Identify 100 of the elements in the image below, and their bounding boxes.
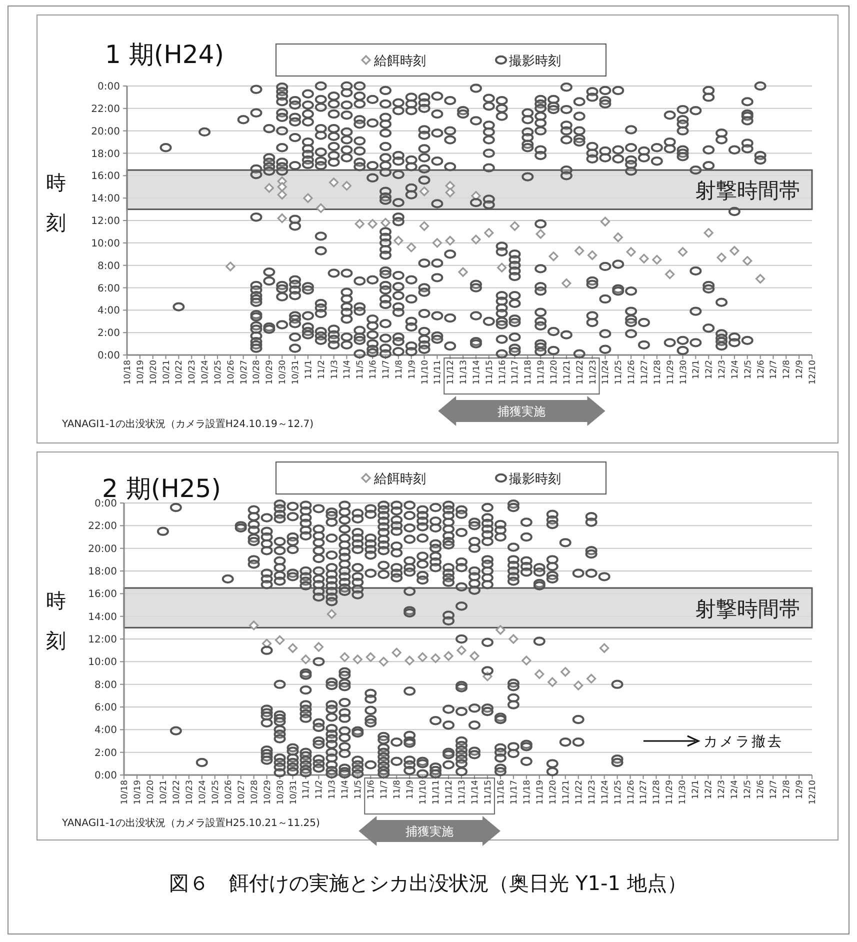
- x-tick-label: 12/9: [795, 780, 806, 800]
- x-tick-label: 10/22: [174, 360, 185, 384]
- y-tick-label: 16:00: [88, 589, 117, 600]
- x-tick-label: 11/17: [510, 360, 521, 384]
- x-tick-label: 11/15: [484, 360, 495, 384]
- x-tick-label: 12/8: [782, 360, 792, 380]
- x-tick-label: 12/5: [743, 780, 754, 800]
- x-tick-label: 11/9: [406, 780, 416, 800]
- x-tick-label: 11/22: [575, 360, 586, 384]
- y-tick-label: 14:00: [88, 612, 117, 623]
- x-tick-label: 10/25: [213, 360, 224, 384]
- y-tick-label: 0:00: [94, 770, 117, 782]
- y-tick-label: 18:00: [88, 566, 117, 578]
- text: 捕獲実施: [498, 404, 546, 418]
- x-tick-label: 11/18: [524, 360, 534, 384]
- x-tick-label: 11/16: [496, 780, 506, 804]
- x-tick-label: 11/27: [640, 360, 650, 384]
- x-tick-label: 11/8: [394, 360, 404, 380]
- y-tick-label: 0:00: [98, 82, 120, 92]
- y-tick-label: 0:00: [94, 498, 117, 510]
- x-tick-label: 10/31: [288, 780, 299, 804]
- y-tick-label: 4:00: [98, 306, 120, 317]
- band-label: 射撃時間帯: [695, 178, 800, 203]
- x-tick-label: 12/6: [756, 780, 766, 800]
- legend-label: 撮影時刻: [509, 472, 561, 487]
- x-tick-label: 10/30: [276, 780, 286, 804]
- x-tick-label: 11/19: [536, 360, 547, 384]
- x-tick-label: 11/27: [639, 780, 650, 804]
- x-tick-label: 12/10: [808, 360, 818, 384]
- x-tick-label: 10/20: [148, 360, 159, 384]
- x-tick-label: 12/7: [769, 360, 780, 380]
- x-tick-label: 11/4: [342, 360, 353, 380]
- x-tick-label: 11/13: [459, 360, 470, 384]
- y-tick-label: 10:00: [91, 238, 120, 250]
- legend-label: 給餌時刻: [373, 54, 426, 69]
- x-tick-label: 11/14: [470, 780, 480, 804]
- x-tick-label: 11/19: [535, 780, 546, 804]
- x-tick-label: 12/5: [743, 360, 754, 380]
- x-tick-label: 11/17: [509, 780, 520, 804]
- x-tick-label: 10/24: [198, 780, 208, 804]
- x-tick-label: 10/19: [132, 780, 143, 804]
- y-axis-title: 時刻: [46, 588, 66, 653]
- x-tick-label: 11/12: [446, 360, 456, 384]
- x-tick-label: 11/28: [652, 360, 663, 384]
- x-tick-label: 12/1: [692, 360, 702, 380]
- x-tick-label: 11/1: [302, 780, 312, 800]
- x-tick-label: 11/6: [366, 780, 377, 800]
- x-tick-label: 12/3: [717, 780, 728, 800]
- x-tick-label: 12/2: [704, 360, 715, 380]
- x-tick-label: 11/15: [483, 780, 494, 804]
- x-tick-label: 11/3: [330, 360, 340, 380]
- x-tick-label: 11/10: [418, 780, 429, 804]
- y-tick-label: 8:00: [94, 680, 117, 691]
- x-tick-label: 11/9: [407, 360, 418, 380]
- x-tick-label: 12/6: [756, 360, 766, 380]
- x-tick-label: 12/3: [718, 360, 728, 380]
- x-tick-label: 11/20: [548, 780, 558, 804]
- x-tick-label: 11/25: [614, 360, 624, 384]
- x-tick-label: 11/5: [354, 780, 364, 800]
- x-tick-label: 11/7: [380, 780, 390, 800]
- x-tick-label: 11/16: [498, 360, 508, 384]
- x-tick-label: 11/1: [304, 360, 314, 380]
- x-tick-label: 11/13: [458, 780, 468, 804]
- x-tick-label: 11/20: [550, 360, 560, 384]
- caption: 図６ 餌付けの実施とシカ出没状況（奥日光 Y1-1 地点）: [169, 871, 687, 895]
- x-tick-label: 11/2: [316, 360, 327, 380]
- x-tick-label: 11/7: [381, 360, 392, 380]
- x-tick-label: 10/23: [184, 780, 195, 804]
- text: YANAGI1-1の出没状況（カメラ設置H24.10.19～12.7): [61, 418, 314, 430]
- text: 捕獲実施: [406, 824, 454, 838]
- x-tick-label: 11/2: [314, 780, 325, 800]
- x-tick-label: 11/21: [562, 360, 572, 384]
- y-tick-label: 12:00: [88, 634, 117, 646]
- x-tick-label: 12/2: [704, 780, 714, 800]
- y-tick-label: 18:00: [91, 148, 120, 160]
- y-tick-label: 4:00: [94, 725, 117, 736]
- x-tick-label: 11/10: [420, 360, 430, 384]
- x-tick-label: 10/21: [158, 780, 169, 804]
- x-tick-label: 12/7: [769, 780, 780, 800]
- x-tick-label: 11/12: [444, 780, 455, 804]
- y-tick-label: 12:00: [91, 216, 120, 227]
- x-tick-label: 10/21: [162, 360, 172, 384]
- x-tick-label: 11/26: [627, 360, 638, 384]
- x-tick-label: 10/22: [172, 780, 182, 804]
- y-tick-label: 10:00: [88, 657, 117, 668]
- x-tick-label: 11/25: [613, 780, 624, 804]
- x-tick-label: 10/31: [291, 360, 302, 384]
- x-tick-label: 10/18: [120, 780, 130, 804]
- x-tick-label: 11/24: [601, 360, 612, 384]
- y-tick-label: 14:00: [91, 194, 120, 205]
- annotation: カメラ撤去: [703, 734, 784, 750]
- x-tick-label: 11/30: [678, 780, 688, 804]
- y-axis-title: 時刻: [46, 170, 66, 234]
- x-tick-label: 12/9: [795, 360, 806, 380]
- x-tick-label: 11/23: [588, 360, 598, 384]
- x-tick-label: 11/22: [574, 780, 584, 804]
- x-tick-label: 11/4: [340, 780, 351, 800]
- y-tick-label: 6:00: [94, 702, 117, 714]
- y-tick-label: 16:00: [91, 171, 120, 182]
- x-tick-label: 12/4: [730, 780, 740, 800]
